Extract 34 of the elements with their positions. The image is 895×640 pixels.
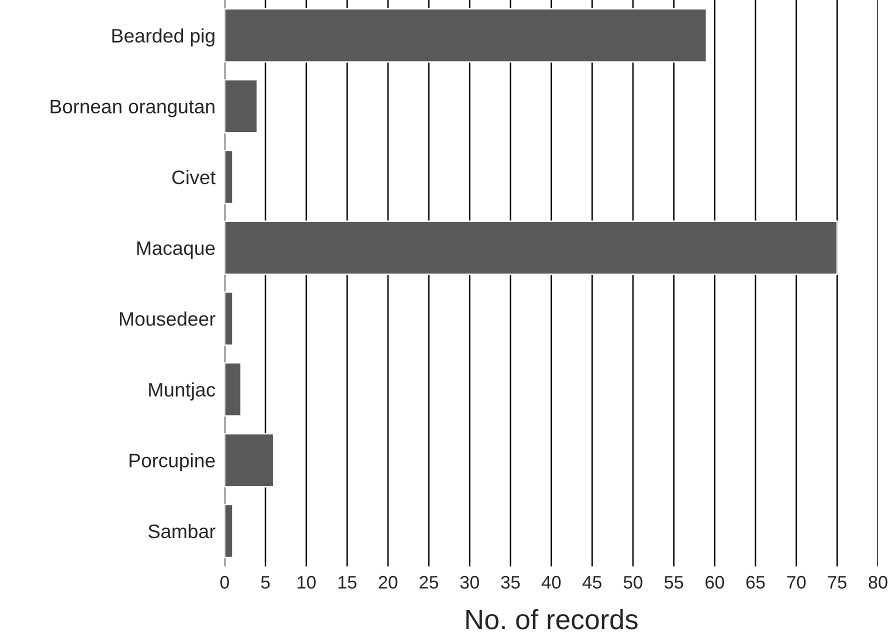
x-tick-label: 0 [220,576,229,589]
x-tick-label: 35 [501,576,520,589]
bar [224,220,838,276]
x-tick-label: 60 [706,576,724,589]
x-tick-label: 65 [746,576,765,589]
y-tick-label: Civet [172,170,216,184]
x-tick-label: 30 [460,576,479,589]
y-tick-label: Porcupine [130,453,215,472]
x-tick-label: 25 [420,576,438,589]
y-tick-label: Muntjac [149,382,216,400]
x-tick-label: 20 [378,576,398,589]
x-tick-label: 50 [624,576,642,589]
bar [224,362,242,417]
bar [224,432,274,488]
x-axis-title: No. of records [466,608,638,630]
x-tick-label: 55 [664,576,684,589]
y-tick-label: Macaque [137,241,215,259]
y-tick-label: Sambar [148,524,216,538]
x-tick-label: 45 [582,576,602,589]
x-tick-label: 5 [261,576,270,589]
bar [224,8,708,63]
x-tick-label: 70 [787,576,806,589]
x-tick-label: 15 [338,576,356,589]
bar [224,78,258,134]
x-tick-label: 40 [542,576,561,589]
bar [224,291,234,346]
x-tick-label: 80 [868,576,888,589]
x-tick-label: 75 [828,576,846,589]
y-tick-label: Bornean orangutan [50,100,214,118]
x-tick-label: 10 [298,576,316,589]
y-tick-label: Bearded pig [112,28,214,46]
y-tick-label: Mousedeer [120,312,216,326]
bar [224,504,234,558]
bar [224,150,234,204]
